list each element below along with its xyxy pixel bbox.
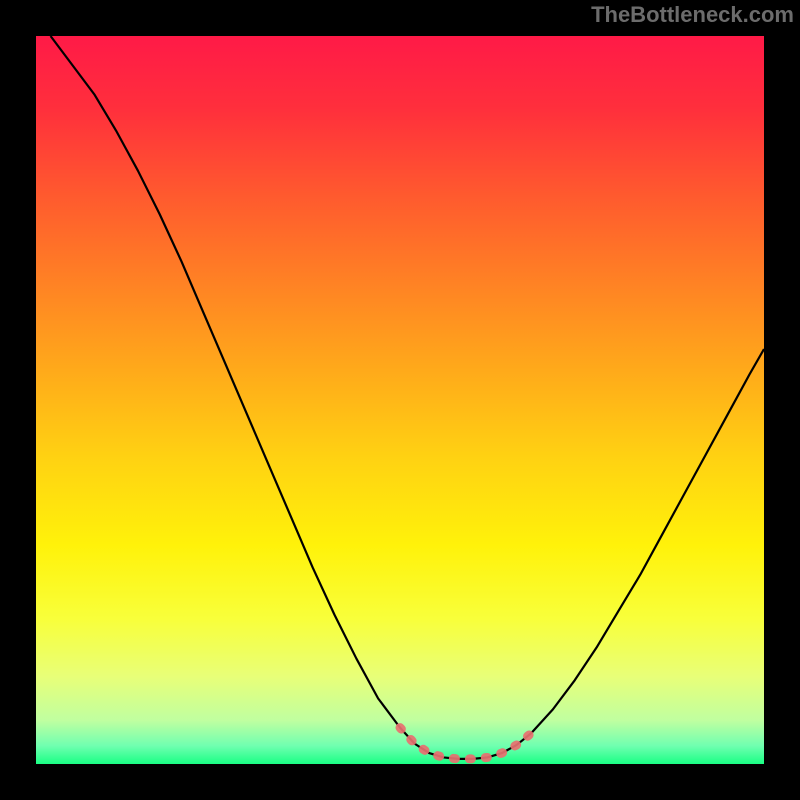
watermark-text: TheBottleneck.com	[591, 2, 794, 28]
bottleneck-chart	[0, 0, 800, 800]
chart-container: TheBottleneck.com	[0, 0, 800, 800]
plot-area	[36, 36, 764, 764]
